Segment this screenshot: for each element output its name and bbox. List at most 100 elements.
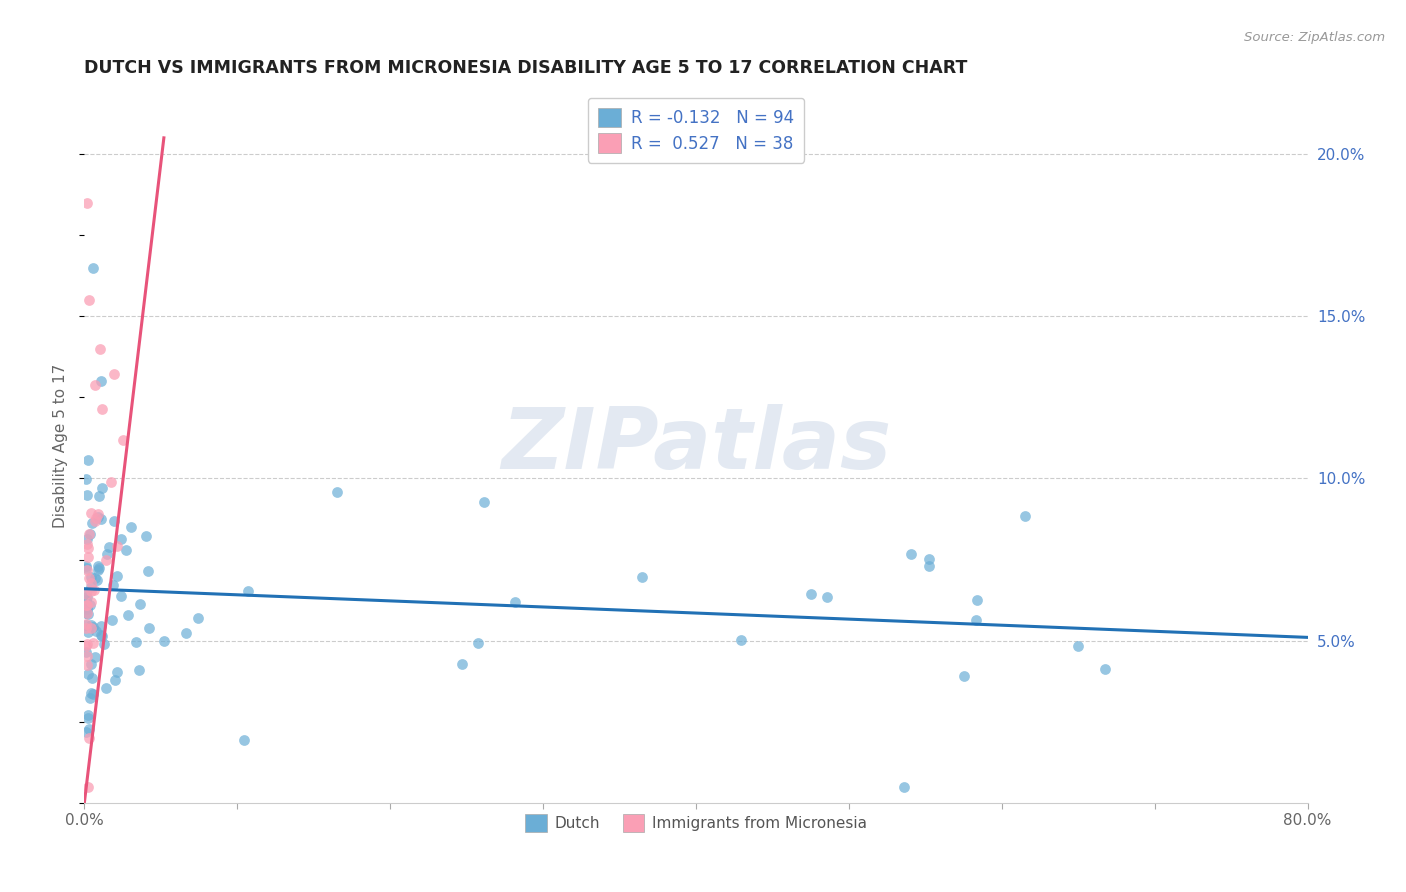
Point — [87, 561, 110, 575]
Point — [77, 667, 100, 681]
Point — [87, 489, 110, 503]
Point — [103, 515, 125, 529]
Point — [82, 671, 104, 685]
Point — [1094, 662, 1116, 676]
Point — [105, 539, 128, 553]
Point — [800, 587, 823, 601]
Point — [84, 624, 107, 639]
Point — [965, 613, 987, 627]
Point — [86, 573, 108, 587]
Point — [76, 637, 98, 651]
Point — [467, 636, 489, 650]
Text: DUTCH VS IMMIGRANTS FROM MICRONESIA DISABILITY AGE 5 TO 17 CORRELATION CHART: DUTCH VS IMMIGRANTS FROM MICRONESIA DISA… — [84, 59, 967, 77]
Point — [76, 606, 98, 620]
Point — [326, 484, 349, 499]
Point — [233, 732, 256, 747]
Point — [112, 433, 135, 447]
Point — [79, 526, 101, 541]
Point — [917, 558, 939, 573]
Point — [80, 584, 103, 599]
Point — [83, 377, 105, 392]
Point — [128, 597, 150, 611]
Point — [918, 552, 941, 566]
Y-axis label: Disability Age 5 to 17: Disability Age 5 to 17 — [53, 364, 69, 528]
Point — [77, 731, 100, 745]
Point — [138, 564, 160, 578]
Point — [80, 575, 103, 590]
Point — [75, 599, 97, 613]
Point — [472, 495, 495, 509]
Point — [80, 657, 103, 672]
Point — [76, 564, 98, 578]
Point — [76, 598, 98, 612]
Point — [86, 558, 108, 573]
Point — [104, 673, 127, 688]
Point — [96, 553, 118, 567]
Point — [77, 711, 100, 725]
Legend: Dutch, Immigrants from Micronesia: Dutch, Immigrants from Micronesia — [519, 808, 873, 838]
Point — [90, 512, 112, 526]
Point — [100, 614, 122, 628]
Point — [79, 690, 101, 705]
Point — [94, 681, 117, 695]
Point — [77, 625, 100, 640]
Point — [76, 195, 98, 210]
Point — [75, 639, 97, 653]
Point — [90, 481, 112, 495]
Point — [135, 528, 157, 542]
Point — [138, 621, 160, 635]
Point — [76, 601, 98, 615]
Point — [76, 537, 98, 551]
Point — [101, 578, 124, 592]
Point — [77, 541, 100, 555]
Point — [75, 618, 97, 632]
Point — [76, 549, 98, 564]
Point — [128, 663, 150, 677]
Point — [76, 658, 98, 673]
Point — [75, 561, 97, 575]
Point — [631, 569, 654, 583]
Point — [79, 527, 101, 541]
Point — [80, 581, 103, 595]
Point — [103, 367, 125, 381]
Point — [503, 595, 526, 609]
Point — [77, 571, 100, 585]
Point — [76, 533, 98, 547]
Point — [76, 453, 98, 467]
Point — [87, 563, 110, 577]
Point — [82, 260, 104, 275]
Point — [815, 590, 838, 604]
Point — [86, 511, 108, 525]
Point — [90, 619, 112, 633]
Point — [75, 593, 97, 607]
Point — [76, 488, 98, 502]
Point — [953, 668, 976, 682]
Point — [80, 516, 103, 530]
Point — [105, 665, 128, 680]
Point — [77, 722, 100, 736]
Point — [82, 619, 104, 633]
Point — [77, 708, 100, 723]
Point — [96, 547, 118, 561]
Point — [82, 687, 104, 701]
Point — [76, 648, 98, 663]
Point — [90, 628, 112, 642]
Point — [77, 607, 100, 622]
Point — [120, 520, 142, 534]
Point — [75, 472, 97, 486]
Point — [83, 650, 105, 665]
Point — [84, 571, 107, 585]
Point — [966, 593, 988, 607]
Text: ZIPatlas: ZIPatlas — [501, 404, 891, 488]
Point — [76, 591, 98, 605]
Point — [86, 508, 108, 522]
Point — [1014, 509, 1036, 524]
Point — [77, 780, 100, 794]
Point — [75, 587, 97, 601]
Point — [79, 599, 101, 613]
Point — [79, 686, 101, 700]
Point — [75, 559, 97, 574]
Point — [76, 602, 98, 616]
Point — [93, 637, 115, 651]
Point — [110, 589, 132, 603]
